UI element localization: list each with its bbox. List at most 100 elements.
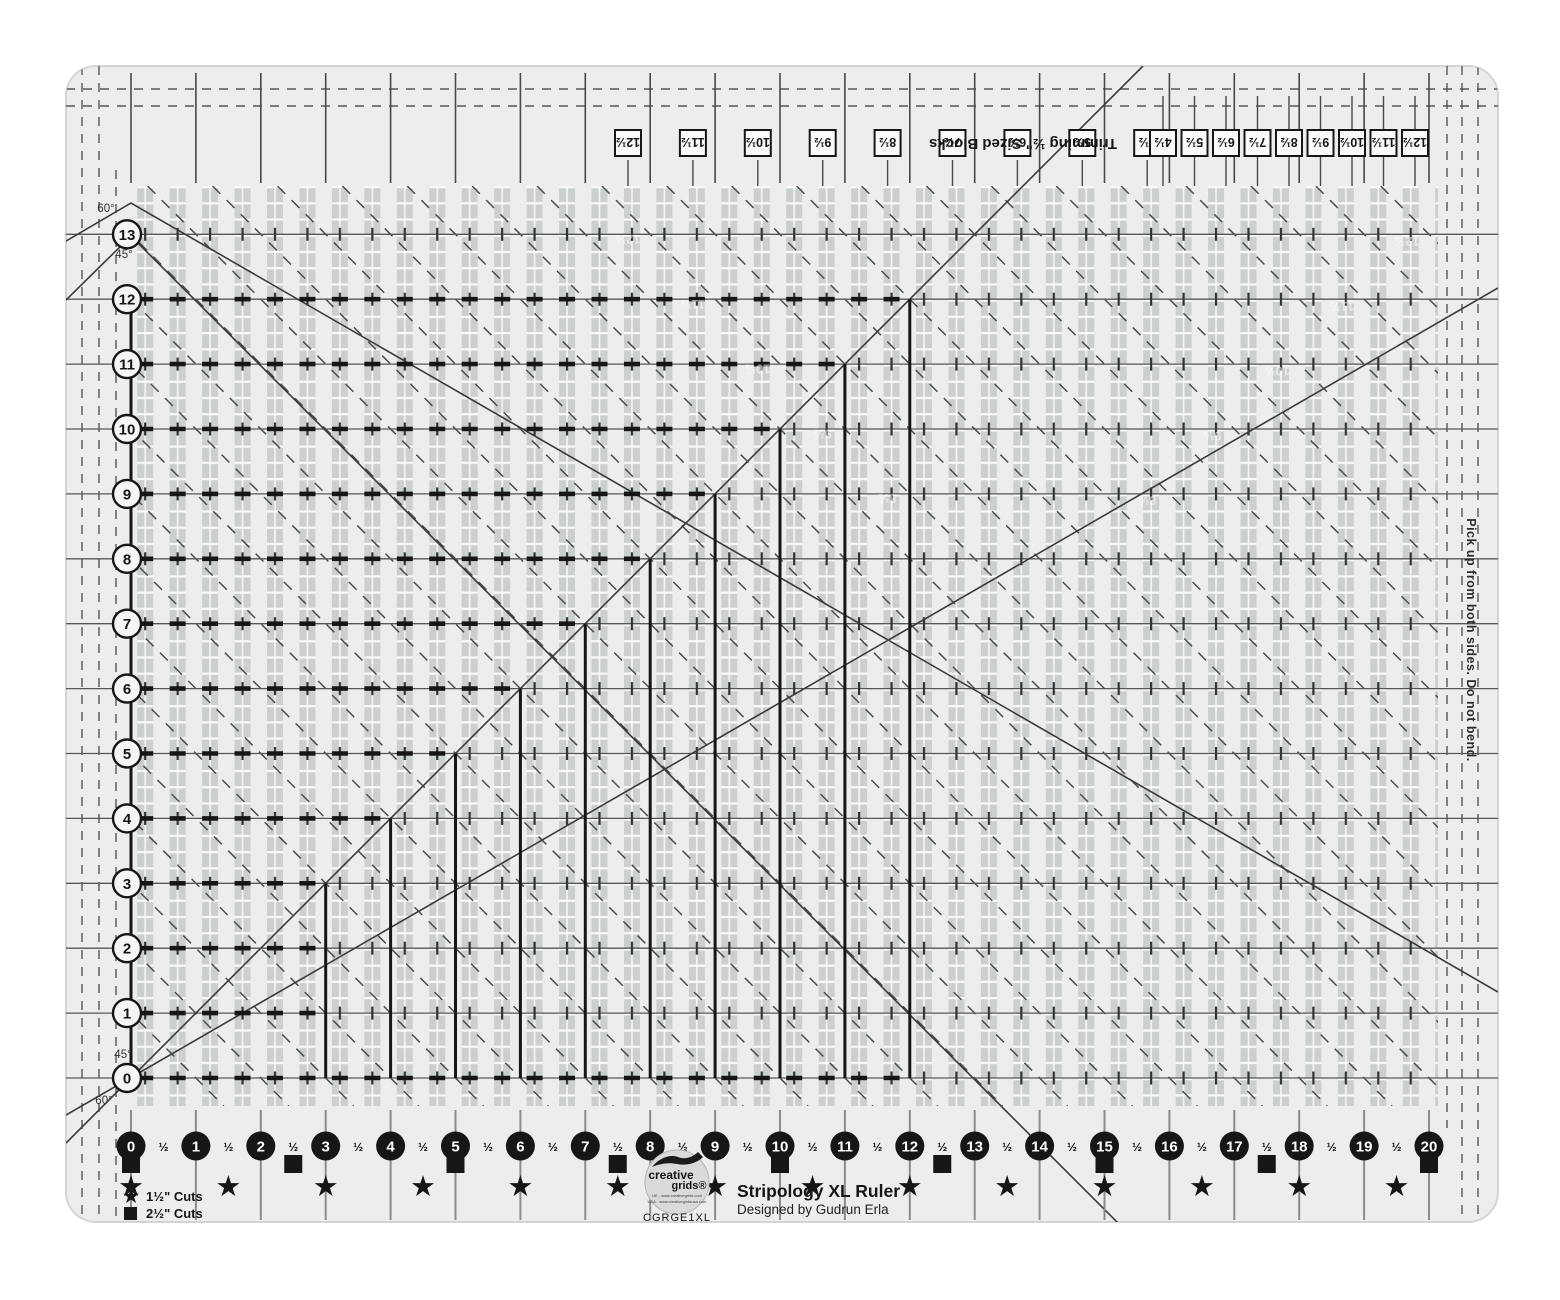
- half-inch-label: ½: [158, 1140, 168, 1154]
- left-scale-number: 4: [123, 811, 132, 828]
- logo-subline: USA - www.creativegridsusa.com: [648, 1199, 708, 1204]
- star-marker: ★: [1286, 1169, 1312, 1203]
- star-marker: ★: [215, 1169, 241, 1203]
- bottom-scale-number: 7: [581, 1139, 589, 1156]
- bottom-scale-circle: [1284, 1131, 1314, 1161]
- inch-line-ticks: [137, 1071, 1432, 1085]
- ghost-label: 8½: [878, 491, 896, 506]
- star-marker: ★: [410, 1169, 436, 1203]
- inch-line-ticks: [137, 1006, 1432, 1020]
- trim-size-box: [1338, 129, 1366, 157]
- bottom-scale-circle: [1349, 1131, 1379, 1161]
- left-scale-number: 12: [119, 292, 136, 309]
- left-scale-circle: [111, 997, 143, 1029]
- fox-icon: [652, 1152, 703, 1167]
- bottom-scale-number: 19: [1356, 1139, 1373, 1156]
- star-marker: ★: [605, 1169, 631, 1203]
- trim-size-box: [1243, 129, 1272, 157]
- trim-size-box: [1068, 129, 1097, 157]
- dashed-diagonal: [731, 186, 1438, 1106]
- bottom-scale-number: 17: [1226, 1139, 1243, 1156]
- trim-size-box: [1149, 129, 1177, 157]
- half-inch-label: ½: [288, 1140, 298, 1154]
- product-sku: CGRGE1XL: [643, 1212, 711, 1224]
- ghost-label: 12½: [1394, 234, 1419, 249]
- trim-size-number: 7½: [944, 135, 961, 149]
- trim-size-number: 9½: [814, 135, 831, 149]
- inch-line-ticks: [137, 292, 1432, 306]
- star-marker: ★: [1189, 1169, 1215, 1203]
- dashed-diagonal: [666, 186, 1438, 1106]
- bottom-scale-circle: [376, 1131, 406, 1161]
- left-scale-circle: [111, 933, 143, 964]
- left-scale-number: 5: [123, 746, 131, 763]
- bottom-scale-circle: [246, 1131, 276, 1161]
- trim-size-box: [808, 129, 837, 157]
- bottom-scale-number: 12: [901, 1139, 918, 1156]
- trim-size-number: 6½: [1217, 135, 1234, 149]
- bottom-scale-number: 4: [386, 1139, 395, 1156]
- bottom-scale-circle: [960, 1131, 990, 1161]
- trim-size-box: [743, 129, 772, 157]
- dashed-diagonal: [796, 186, 1438, 1106]
- inch-line-ticks: [137, 357, 1432, 371]
- ghost-label: 8½: [1138, 493, 1156, 508]
- ghost-label: 9½: [814, 426, 832, 441]
- trim-size-number: 10½: [746, 135, 770, 149]
- trim-size-number: 12½: [1403, 135, 1427, 149]
- bottom-scale-number: 14: [1031, 1139, 1048, 1156]
- left-scale-circle: [111, 478, 143, 510]
- bottom-scale-number: 1: [192, 1139, 200, 1156]
- bottom-scale-number: 6: [516, 1139, 524, 1156]
- half-inch-label: ½: [613, 1140, 623, 1154]
- inch-line-ticks: [137, 811, 1432, 825]
- trim-size-number: 5½: [1074, 135, 1091, 149]
- square-marker: [1257, 1155, 1276, 1173]
- left-scale-circle: [111, 219, 143, 250]
- half-inch-label: ½: [418, 1140, 428, 1154]
- left-scale-circle: [111, 1062, 143, 1094]
- reference-diagonals: [66, 66, 1498, 1222]
- sixty-degree-rising-line: [66, 287, 1498, 1116]
- left-scale-number: 8: [123, 551, 131, 568]
- staircase-grid: [129, 296, 912, 1081]
- bottom-scale-circle: [830, 1131, 860, 1161]
- bottom-scale-circle: [765, 1131, 795, 1161]
- trim-size-number: 12½: [616, 135, 640, 149]
- half-inch-label: ½: [1132, 1140, 1142, 1154]
- left-scale-number: 1: [123, 1006, 131, 1023]
- bottom-scale: ★ ★ ★ ★ ★ ★ ★ ★ ★ ★ ★ ★ ★ ★0 ½ 1 ½ 2 ½ 3 ½ 4 ½ 5 ½ 6 ½ 7 ½ 8 ½ 9 ½ 10 ½ 11 ½…: [116, 1110, 1444, 1220]
- inch-line-ticks: [137, 487, 1432, 501]
- half-inch-label: ½: [353, 1140, 363, 1154]
- bottom-scale-circle: [1414, 1131, 1444, 1161]
- left-scale-circle: [111, 738, 143, 769]
- angle-label-bottom-45: 45°: [114, 1049, 131, 1061]
- bottom-scale-number: 8: [646, 1139, 654, 1156]
- bottom-scale-circle: [505, 1131, 535, 1161]
- bottom-scale-circle: [1090, 1131, 1119, 1161]
- product-designer: Designed by Gudrun Erla: [737, 1202, 889, 1217]
- bottom-scale-circle: [441, 1131, 470, 1161]
- bottom-scale-number: 16: [1161, 1139, 1178, 1156]
- sixty-degree-descending-line: [66, 202, 1498, 993]
- half-inch-label: ½: [1197, 1140, 1207, 1154]
- bottom-scale-number: 10: [772, 1139, 789, 1156]
- half-inch-label: ½: [223, 1140, 233, 1154]
- bottom-scale-number: 18: [1291, 1139, 1308, 1156]
- trim-size-number: 11½: [1372, 135, 1396, 149]
- star-marker: ★: [897, 1169, 923, 1203]
- top-scales: 12½ 11½ 10½ 9½ 8½ 7½ 6½ 5½ 4½4½ 5½ 6½ 7½ 8½ 9½ 10½ 11½ 1…: [614, 96, 1429, 186]
- left-scale-circle: [111, 868, 143, 899]
- trim-size-box: [1275, 129, 1303, 157]
- cut-legend: ★ 1½" Cuts 2½" Cuts: [122, 1184, 203, 1221]
- bottom-scale-number: 15: [1096, 1139, 1113, 1156]
- ghost-label: 11½: [680, 297, 705, 312]
- legend-star-label: 1½" Cuts: [146, 1189, 203, 1204]
- square-marker: [608, 1155, 627, 1173]
- bottom-scale-number: 5: [451, 1139, 459, 1156]
- square-marker: [284, 1155, 303, 1173]
- half-inch-label: ½: [743, 1140, 753, 1154]
- trim-size-box: [873, 129, 902, 157]
- left-scale-number: 6: [123, 681, 131, 698]
